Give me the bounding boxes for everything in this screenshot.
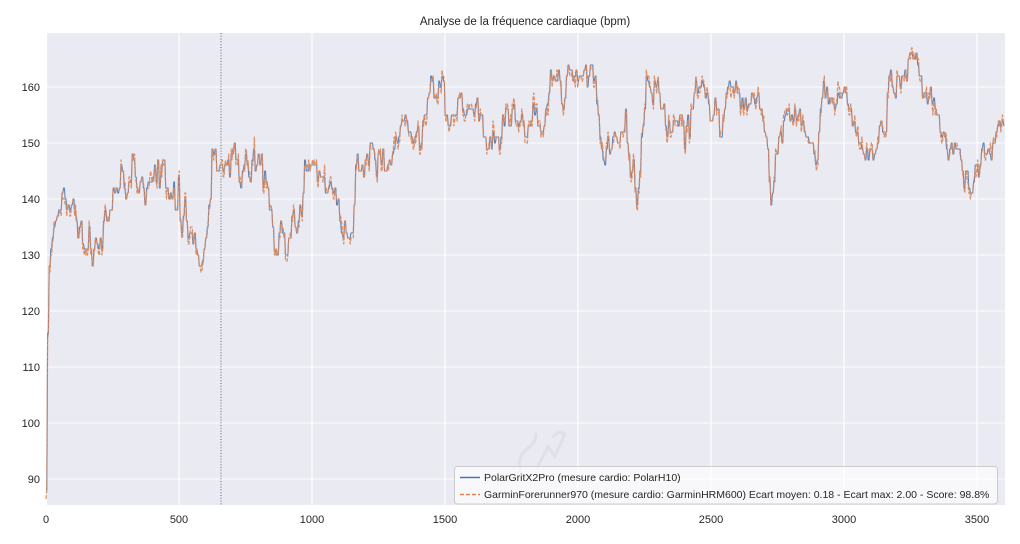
svg-text:1500: 1500 <box>433 514 457 526</box>
svg-text:130: 130 <box>22 250 40 262</box>
svg-text:120: 120 <box>22 306 40 318</box>
svg-text:PolarGritX2Pro (mesure cardio:: PolarGritX2Pro (mesure cardio: PolarH10) <box>484 472 681 484</box>
svg-text:500: 500 <box>170 514 188 526</box>
svg-text:100: 100 <box>22 418 40 430</box>
svg-text:GarminForerunner970 (mesure ca: GarminForerunner970 (mesure cardio: Garm… <box>484 489 989 501</box>
svg-text:0: 0 <box>43 514 49 526</box>
svg-text:2500: 2500 <box>699 514 723 526</box>
svg-text:160: 160 <box>22 82 40 94</box>
svg-text:140: 140 <box>22 194 40 206</box>
svg-text:1000: 1000 <box>300 514 324 526</box>
svg-text:110: 110 <box>22 362 40 374</box>
svg-text:Analyse de la fréquence cardia: Analyse de la fréquence cardiaque (bpm) <box>420 16 630 28</box>
svg-text:3500: 3500 <box>965 514 989 526</box>
svg-text:150: 150 <box>22 138 40 150</box>
svg-text:90: 90 <box>28 474 40 486</box>
svg-text:2000: 2000 <box>566 514 590 526</box>
svg-text:3000: 3000 <box>832 514 856 526</box>
